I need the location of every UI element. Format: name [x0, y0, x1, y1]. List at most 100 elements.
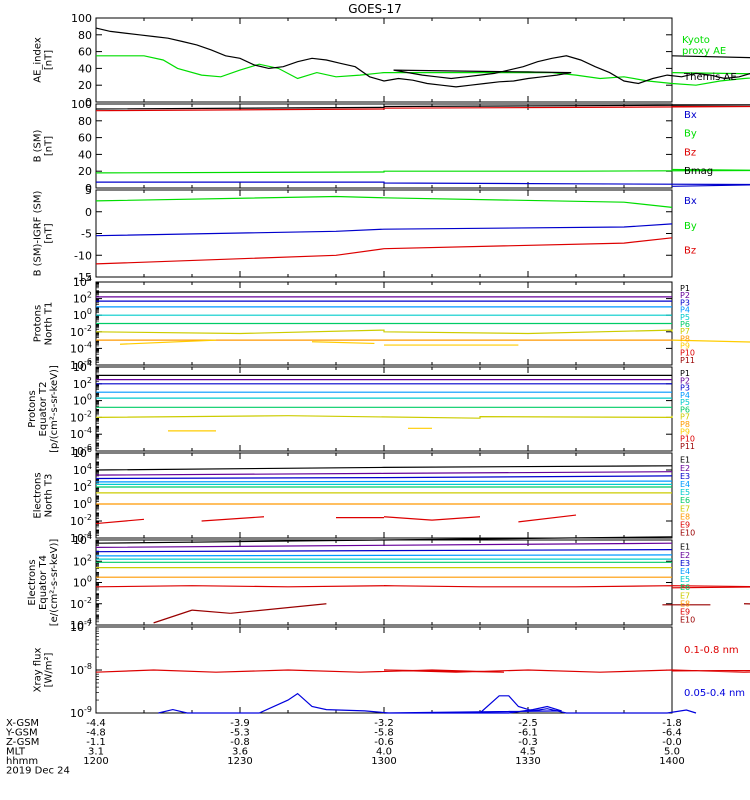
y-tick-label: 100: [73, 307, 92, 322]
y-axis-label: AE_index: [33, 37, 44, 83]
legend-e2: E2: [680, 551, 690, 560]
y-tick-exponent: -4: [84, 340, 92, 349]
y-tick-label: 60: [78, 46, 92, 59]
legend-e7: E7: [680, 504, 690, 513]
x-row-value: -6.1: [518, 728, 538, 739]
legend-0-1-0-8-nm: 0.1-0.8 nm: [684, 645, 739, 656]
legend-e10: E10: [680, 529, 695, 538]
legend-bmag: Bmag: [684, 166, 713, 177]
legend-e2: E2: [680, 464, 690, 473]
y-tick-label: 0: [85, 96, 92, 109]
y-tick-exponent: 2: [87, 479, 92, 488]
series-e1: [95, 536, 673, 544]
x-row-value: -3.9: [230, 718, 250, 729]
y-tick-label: 104: [73, 462, 92, 477]
legend-e1: E1: [680, 543, 690, 552]
panel-frame: [95, 539, 673, 626]
y-tick-label: 10-4: [70, 340, 92, 355]
y-axis-label: Equator T4: [38, 555, 49, 610]
x-row-value: 3.1: [88, 747, 104, 758]
x-row-value: -0.8: [230, 737, 250, 748]
legend-e9: E9: [680, 607, 690, 616]
x-row-value: -6.4: [662, 728, 682, 739]
x-row-value: 1300: [371, 756, 396, 767]
legend-p1: P1: [680, 284, 690, 293]
legend-p2: P2: [680, 376, 690, 385]
y-tick-label: -15: [74, 271, 92, 284]
series-e2: [95, 542, 673, 549]
series-e9-segment: [201, 516, 265, 522]
y-axis-label: [nT]: [44, 136, 55, 156]
series-p7: [95, 415, 673, 419]
y-axis-label: North T1: [44, 302, 55, 346]
x-axis-table: X-GSM -4.4 -3.9 -3.2 -2.5 -1.8 Y-GSM -4.8 -5.3 -5…: [5, 718, 685, 777]
series-e9: [95, 585, 750, 589]
series-kyoto-proxy-ae: [96, 55, 750, 86]
y-tick-label: 10-2: [70, 596, 92, 611]
y-tick-label: 40: [78, 62, 92, 75]
y-tick-label: 20: [78, 165, 92, 178]
panel-frame: [95, 189, 673, 278]
series-0-05-0-4-nm: [158, 692, 697, 714]
y-tick-label: 80: [78, 115, 92, 128]
y-axis-label: Equator T2: [38, 382, 49, 437]
x-row-label: hhmm: [6, 756, 38, 767]
legend-e6: E6: [680, 496, 690, 505]
y-tick-label: 10-2: [70, 324, 92, 339]
x-row-value: 5.0: [664, 747, 680, 758]
y-tick-exponent: -8: [84, 662, 92, 671]
legend-p11: P11: [680, 356, 695, 365]
series-e3: [95, 548, 673, 553]
series-e10-segment: [191, 609, 231, 614]
series-p9-segment: [311, 341, 375, 345]
legend-p4: P4: [680, 391, 690, 400]
series-e4: [95, 554, 673, 557]
y-tick-label: 102: [73, 376, 92, 391]
legend-p10: P10: [680, 349, 695, 358]
legend-e7: E7: [680, 591, 690, 600]
y-tick-exponent: -7: [84, 619, 92, 628]
y-tick-exponent: -4: [84, 617, 92, 626]
y-tick-exponent: 4: [87, 359, 92, 368]
legend-bz: Bz: [684, 147, 696, 158]
y-tick-label: 100: [73, 393, 92, 408]
legend-p7: P7: [680, 327, 690, 336]
legend-e10: E10: [680, 616, 695, 625]
series-bz: [95, 237, 673, 265]
series-e4: [95, 480, 673, 483]
legend-p8: P8: [680, 334, 690, 343]
y-axis-label: [p/(cm²-s-sr-keV)]: [49, 365, 60, 453]
x-row-value: -3.2: [374, 718, 394, 729]
legend-p3: P3: [680, 384, 690, 393]
y-tick-label: 10-7: [70, 619, 92, 634]
series-p7: [95, 329, 673, 335]
legend-p10: P10: [680, 435, 695, 444]
y-tick-exponent: -2: [84, 324, 92, 333]
x-row-value: -0.6: [374, 737, 394, 748]
y-axis-label: Electrons: [27, 559, 38, 605]
series-p9-segment: [671, 339, 750, 343]
y-tick-label: -5: [81, 228, 92, 241]
x-row-value: -1.1: [86, 737, 106, 748]
legend-e5: E5: [680, 575, 690, 584]
legend-e1: E1: [680, 456, 690, 465]
y-tick-label: 0: [85, 206, 92, 219]
y-tick-label: 104: [73, 359, 92, 374]
series-bx: [95, 223, 673, 237]
legend-e8: E8: [680, 599, 690, 608]
legend-e6: E6: [680, 583, 690, 592]
x-row-value: -1.8: [662, 718, 682, 729]
y-tick-exponent: 2: [87, 291, 92, 300]
series-e3: [95, 475, 673, 480]
y-tick-exponent: 0: [87, 575, 92, 584]
legend-p9: P9: [680, 427, 690, 436]
y-tick-label: 100: [71, 98, 92, 111]
y-axis-label: Protons: [33, 305, 44, 342]
y-tick-label: 10-8: [70, 662, 92, 677]
